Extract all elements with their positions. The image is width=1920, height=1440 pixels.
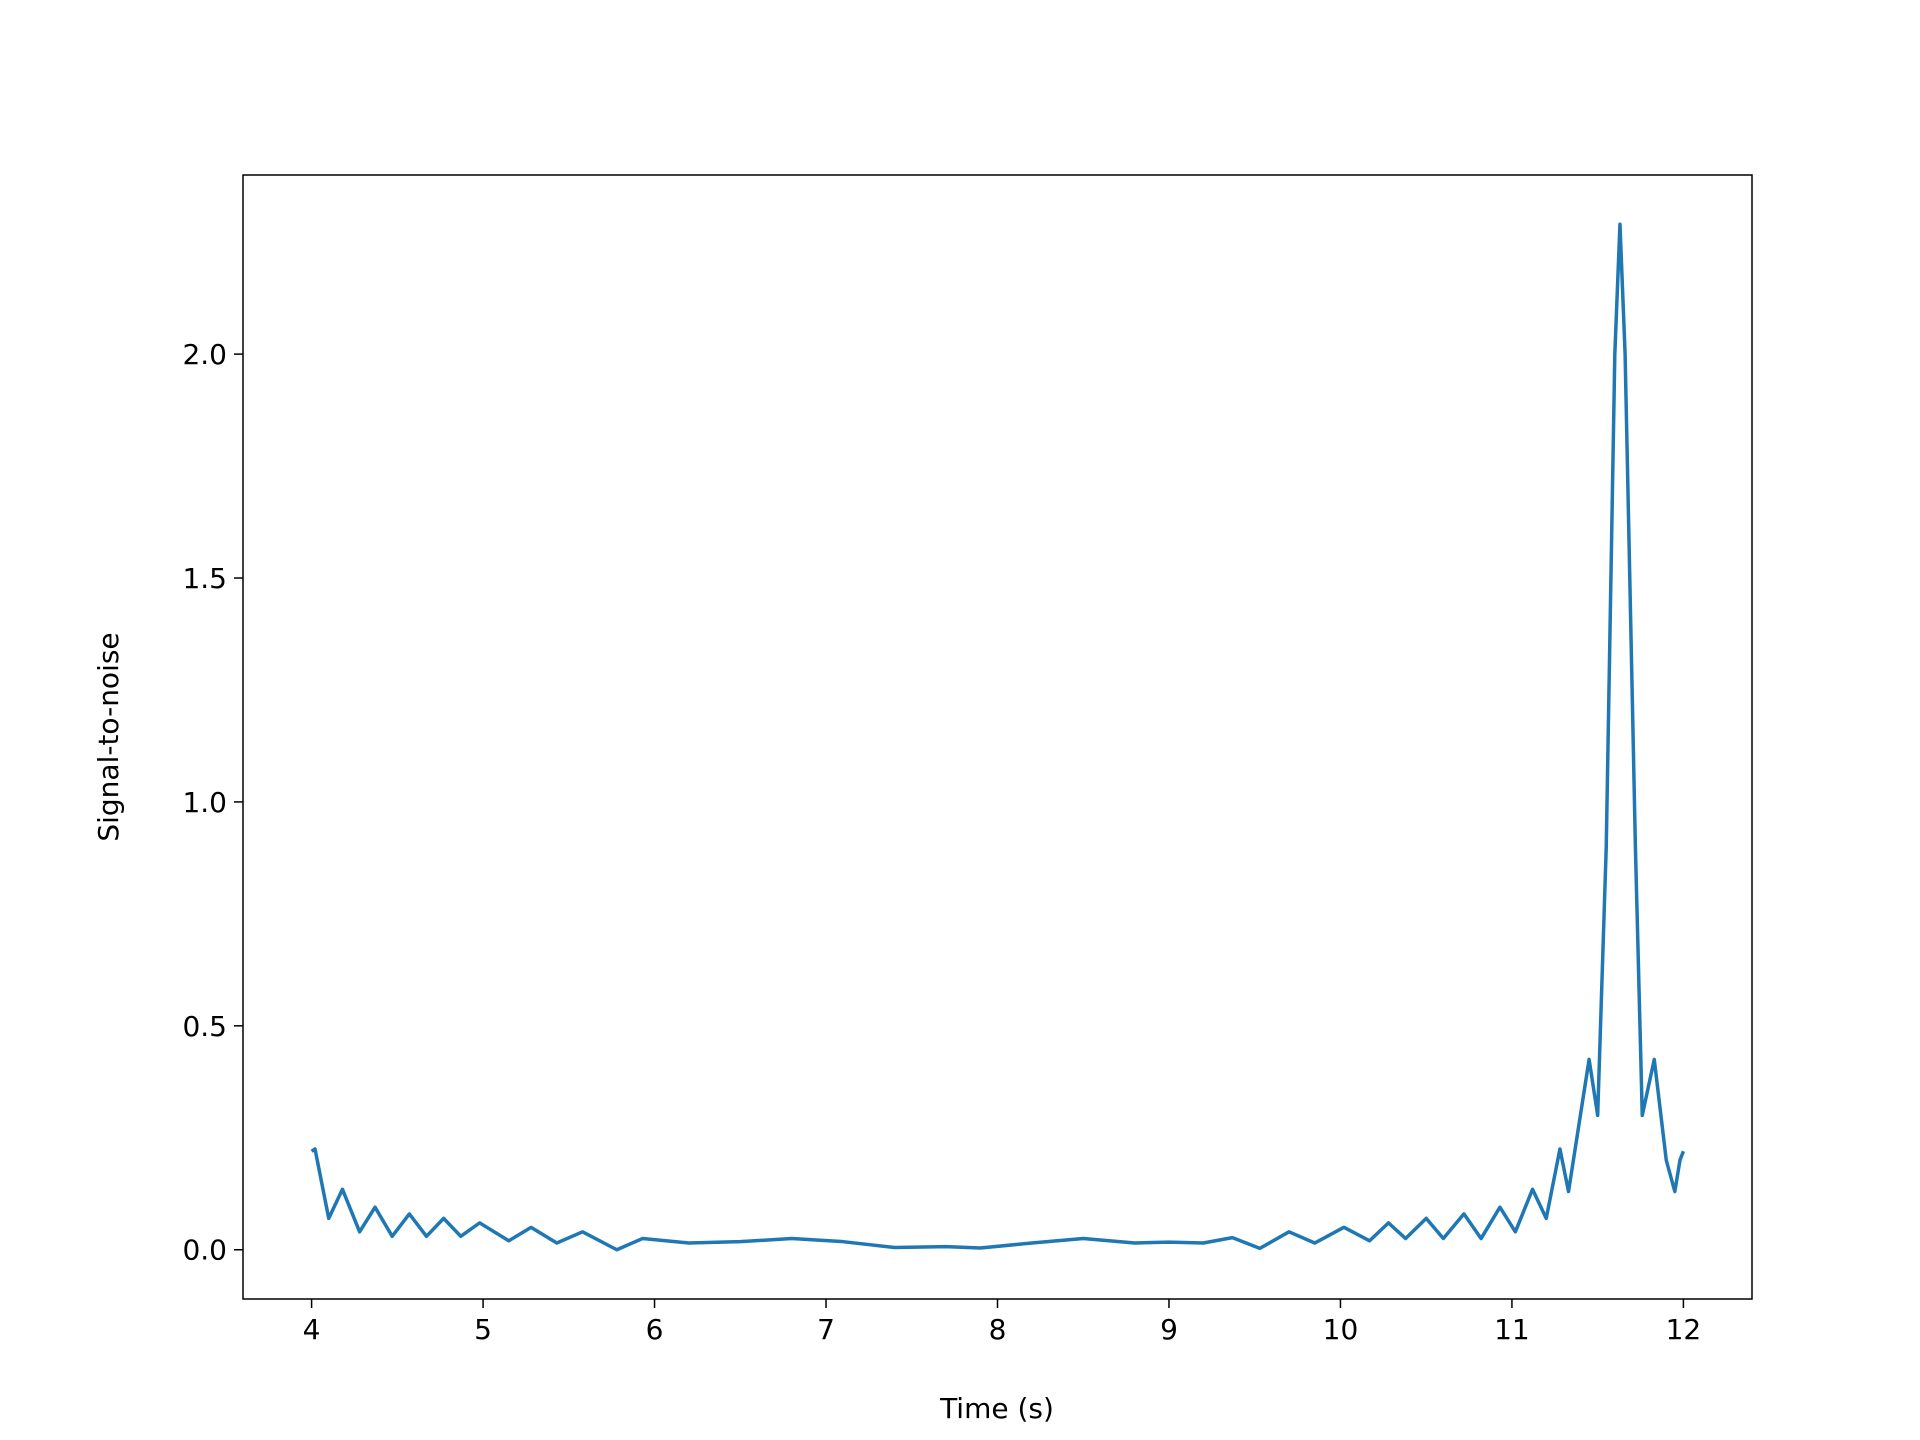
line-series — [310, 222, 1686, 1252]
x-tick-label: 4 — [303, 1313, 321, 1346]
y-tick-label: 2.0 — [182, 338, 227, 371]
x-tick-label: 12 — [1666, 1313, 1702, 1346]
plot-frame — [242, 174, 1753, 1300]
y-tick-label: 0.5 — [182, 1010, 227, 1043]
x-tick-label: 6 — [646, 1313, 664, 1346]
x-tick-label: 8 — [989, 1313, 1007, 1346]
x-axis-label: Time (s) — [939, 1392, 1054, 1425]
y-tick-label: 0.0 — [182, 1234, 227, 1267]
x-tick-label: 5 — [474, 1313, 492, 1346]
x-tick-label: 10 — [1323, 1313, 1359, 1346]
y-tick-label: 1.5 — [182, 562, 227, 595]
x-tick-label: 11 — [1494, 1313, 1530, 1346]
x-tick-label: 9 — [1160, 1313, 1178, 1346]
y-axis-label: Signal-to-noise — [92, 632, 125, 841]
y-tick-label: 1.0 — [182, 786, 227, 819]
x-tick-label: 7 — [817, 1313, 835, 1346]
